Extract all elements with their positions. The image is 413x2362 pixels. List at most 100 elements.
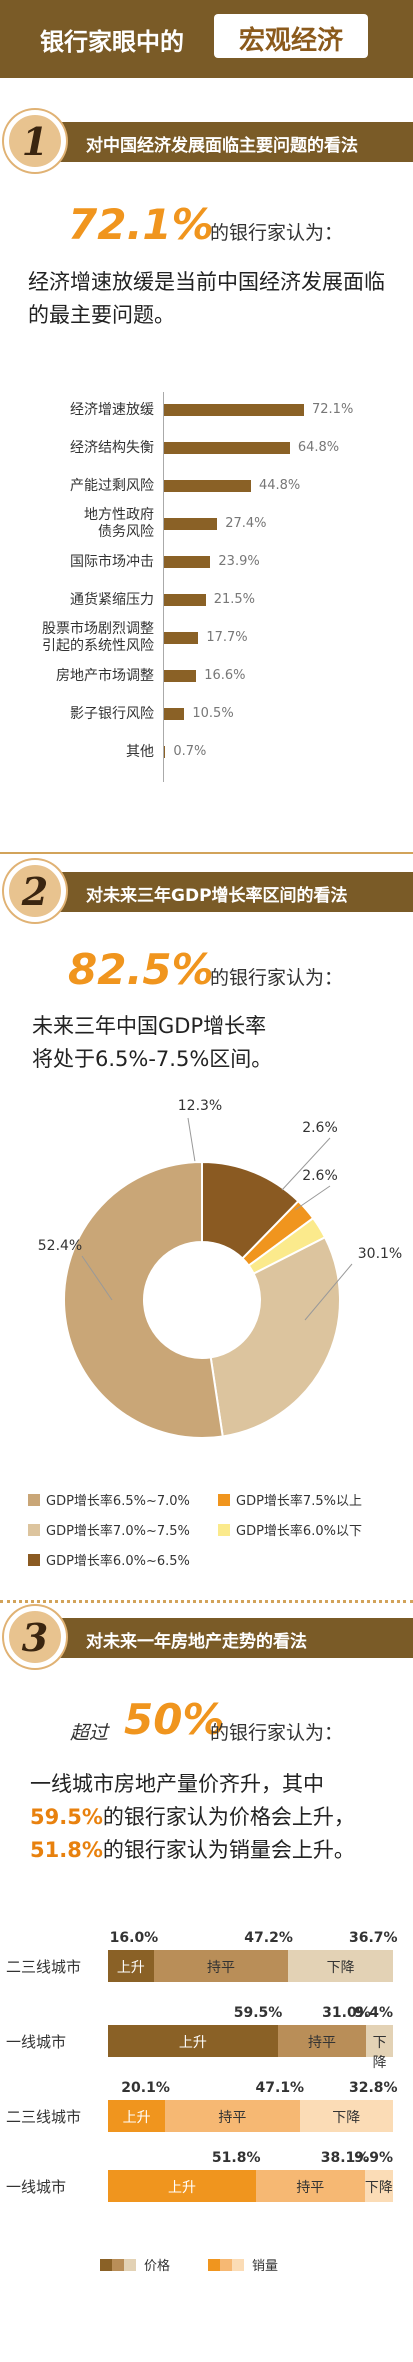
bar-label: 通货紧缩压力 xyxy=(70,591,154,608)
legend-label: 价格 xyxy=(144,2259,171,2274)
bar-segment: 下降 xyxy=(299,2100,393,2132)
segment-value: 38.1% xyxy=(320,2150,370,2166)
slice-label: 52.4% xyxy=(38,1238,82,1254)
section-2-text-line1: 未来三年中国GDP增长率 xyxy=(32,1014,267,1038)
bar xyxy=(164,556,211,568)
leader-line xyxy=(294,1185,331,1211)
bar-value-label: 27.4% xyxy=(225,516,267,531)
bar xyxy=(164,670,197,682)
section-3-line2-pct: 59.5% xyxy=(30,1805,103,1829)
bar-value-label: 21.5% xyxy=(213,592,256,607)
bar xyxy=(164,708,185,720)
section-2-number-badge: 2 xyxy=(4,860,66,922)
bar-segment: 下降 xyxy=(364,2170,393,2202)
section-3-highlight: 50% xyxy=(124,1695,225,1744)
header-title-b-box: 宏观经济 xyxy=(214,14,368,58)
bar-value-label: 44.8% xyxy=(258,478,301,493)
bar-segment: 上升 xyxy=(108,2100,166,2132)
segment-value: 51.8% xyxy=(211,2150,261,2166)
section-3-highlight-suffix: 的银行家认为： xyxy=(210,1722,344,1744)
slice-label: 30.1% xyxy=(358,1246,402,1262)
bar-label: 国际市场冲击 xyxy=(70,553,154,570)
legend-swatch xyxy=(28,1524,40,1536)
bar xyxy=(164,746,166,758)
section-3-line2-rest: 的银行家认为价格会上升， xyxy=(102,1805,355,1829)
legend-label: GDP增长率6.5%~7.0% xyxy=(46,1494,190,1509)
legend-item: GDP增长率6.0%~6.5% xyxy=(28,1550,190,1569)
legend-label: 销量 xyxy=(252,2259,279,2274)
segment-value: 36.7% xyxy=(349,1930,398,1946)
segment-label: 持平 xyxy=(218,2110,247,2126)
section-3-line3: 51.8%的银行家认为销量会上升。 xyxy=(30,1834,355,1867)
legend-label: GDP增长率7.5%以上 xyxy=(236,1494,362,1509)
section-1-highlight-suffix: 的银行家认为： xyxy=(210,222,344,244)
segment-value: 59.5% xyxy=(233,2005,283,2021)
bar-segment: 持平 xyxy=(165,2100,300,2132)
bar-segment: 持平 xyxy=(255,2170,365,2202)
bar xyxy=(164,404,304,416)
bar-segment: 下降 xyxy=(366,2025,393,2071)
section-1-highlight: 72.1% xyxy=(68,200,214,249)
legend-item: GDP增长率7.0%~7.5% xyxy=(28,1520,190,1539)
bar xyxy=(164,518,218,530)
section-divider xyxy=(0,852,413,854)
row-label: 一线城市 xyxy=(6,2178,67,2196)
segment-label: 下降 xyxy=(364,2180,393,2196)
segment-label: 持平 xyxy=(296,2180,325,2196)
bar-label: 经济结构失衡 xyxy=(70,439,154,456)
section-3-line3-pct: 51.8% xyxy=(30,1838,103,1862)
bar-segment: 持平 xyxy=(153,1950,289,1982)
leader-line xyxy=(304,1263,353,1321)
bar-label: 股票市场剧烈调整 引起的系统性风险 xyxy=(42,621,154,654)
section-1-bar: 对中国经济发展面临主要问题的看法 xyxy=(24,122,413,162)
legend-label: GDP增长率6.0%~6.5% xyxy=(46,1554,190,1569)
section-1-number: 1 xyxy=(21,119,49,164)
legend-label: GDP增长率7.0%~7.5% xyxy=(46,1524,190,1539)
chart2-gdp-donut: 12.3% 2.6% 2.6% 30.1% 52.4% xyxy=(38,1098,402,1439)
row-label: 二三线城市 xyxy=(6,1958,82,1976)
segment-label: 上升 xyxy=(178,2035,207,2051)
section-2-bar: 对未来三年GDP增长率区间的看法 xyxy=(24,872,413,912)
bar-label: 影子银行风险 xyxy=(70,705,154,722)
header-title-a: 银行家眼中的 xyxy=(40,28,184,56)
section-2-number: 2 xyxy=(21,869,49,914)
leader-line xyxy=(281,1137,331,1191)
legend-swatch xyxy=(232,2259,244,2271)
section-1-title: 对中国经济发展面临主要问题的看法 xyxy=(86,136,358,156)
section-1-text: 经济增速放缓是当前中国经济发展面临的最主要问题。 xyxy=(28,270,385,327)
segment-value: 20.1% xyxy=(121,2080,170,2096)
bar-label: 房地产市场调整 xyxy=(56,667,154,684)
segment-label: 上升 xyxy=(122,2110,151,2126)
stacked-bar: 上升 持平 下降 xyxy=(108,2100,393,2132)
stacked-bar: 上升 持平 下降 xyxy=(108,2170,393,2202)
donut-slice xyxy=(63,1160,224,1439)
row-label: 二三线城市 xyxy=(6,2108,82,2126)
legend-swatch xyxy=(124,2259,136,2271)
section-3-bar: 对未来一年房地产走势的看法 xyxy=(24,1618,413,1658)
segment-value: 47.1% xyxy=(255,2080,305,2096)
header-title-b: 宏观经济 xyxy=(238,26,343,56)
leader-line xyxy=(187,1117,197,1169)
section-3-title: 对未来一年房地产走势的看法 xyxy=(86,1632,307,1652)
bar-label: 经济增速放缓 xyxy=(70,401,154,418)
legend-item: 价格 xyxy=(100,2255,170,2274)
section-2-title: 对未来三年GDP增长率区间的看法 xyxy=(86,886,348,906)
legend-swatch xyxy=(218,1524,230,1536)
legend-swatch xyxy=(208,2259,220,2271)
section-3-number: 3 xyxy=(21,1615,49,1660)
segment-label: 上升 xyxy=(167,2180,196,2196)
legend-item: GDP增长率6.0%以下 xyxy=(218,1520,362,1539)
bar-value-label: 0.7% xyxy=(173,744,207,759)
bar-value-label: 10.5% xyxy=(192,706,234,721)
stacked-bar: 上升 持平 下降 xyxy=(108,1950,393,1982)
segment-value: 9.9% xyxy=(354,2150,393,2166)
bar-label: 其他 xyxy=(126,743,154,760)
segment-value: 32.8% xyxy=(349,2080,398,2096)
segment-label: 下降 xyxy=(332,2110,361,2126)
segment-value: 47.2% xyxy=(244,1930,293,1946)
donut-slice xyxy=(209,1236,341,1438)
segment-value: 16.0% xyxy=(109,1930,159,1946)
bar-value-label: 72.1% xyxy=(312,402,354,417)
bar-label: 产能过剩风险 xyxy=(70,477,154,494)
segment-label: 下降 xyxy=(372,2035,387,2071)
